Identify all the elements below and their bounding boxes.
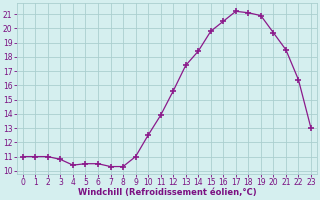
X-axis label: Windchill (Refroidissement éolien,°C): Windchill (Refroidissement éolien,°C) (77, 188, 256, 197)
